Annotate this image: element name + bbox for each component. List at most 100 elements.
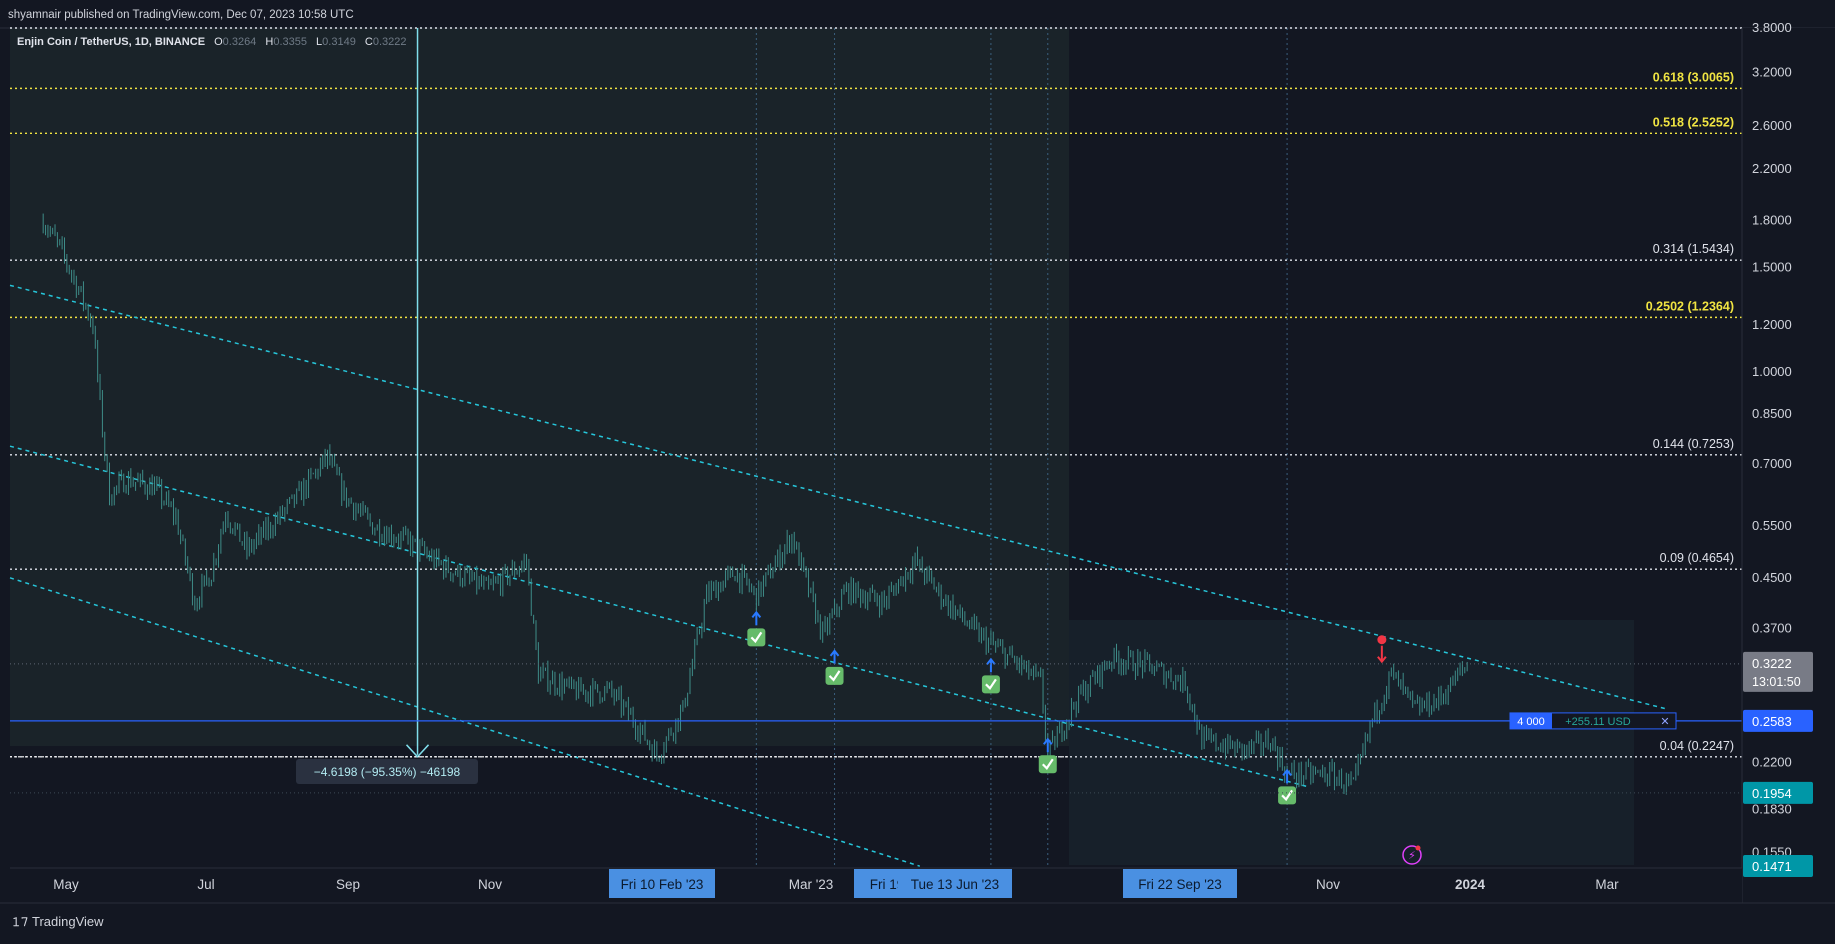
check-mark-tick-icon bbox=[750, 631, 763, 644]
price-tag-value: 0.1471 bbox=[1752, 859, 1792, 874]
sell-arrow-head-icon bbox=[1377, 656, 1387, 664]
x-highlight-label: Fri 22 Sep '23 bbox=[1138, 877, 1222, 892]
fib-level-label: 0.314 (1.5434) bbox=[1653, 242, 1734, 256]
price-tag-value: 0.3222 bbox=[1752, 656, 1792, 671]
x-tick-label: Sep bbox=[336, 877, 360, 892]
measure-label: −4.6198 (−95.35%) −46198 bbox=[314, 765, 461, 779]
price-tag-countdown: 13:01:50 bbox=[1752, 675, 1801, 689]
channel-line-upper[interactable] bbox=[9, 284, 1669, 711]
y-tick-label: 1.5000 bbox=[1752, 260, 1792, 275]
buy-arrow-head-icon bbox=[751, 610, 762, 618]
footer-bar bbox=[0, 903, 1835, 939]
legend-symbol: Enjin Coin / TetherUS, 1D, BINANCE bbox=[17, 36, 205, 48]
x-tick-label: Nov bbox=[478, 877, 502, 892]
tradingview-logo-icon: 𝟷𝟽 bbox=[12, 914, 29, 929]
y-tick-label: 0.7000 bbox=[1752, 456, 1792, 471]
x-highlight-box bbox=[1123, 869, 1237, 898]
fib-levels[interactable]: 0.618 (3.0065) 0.518 (2.5252) 0.314 (1.543… bbox=[10, 27, 1742, 758]
x-tick-label: Mar '23 bbox=[789, 877, 834, 892]
price-tag-value: 0.2583 bbox=[1752, 714, 1792, 729]
symbol-legend[interactable]: Enjin Coin / TetherUS, 1D, BINANCE O0.32… bbox=[17, 36, 407, 48]
measure-arrow-icon bbox=[405, 744, 430, 758]
x-tick-label: Mar bbox=[1595, 877, 1619, 892]
buy-arrow-head-icon bbox=[1042, 737, 1053, 745]
y-tick-label: 0.8500 bbox=[1752, 406, 1792, 421]
x-tick-label: 2024 bbox=[1455, 877, 1486, 892]
check-mark-icon bbox=[747, 628, 766, 647]
price-tag-position bbox=[1743, 709, 1813, 732]
price-tags: 0.3222 13:01:50 0.2583 0.1954 0.1471 bbox=[1743, 651, 1813, 877]
tradingview-logo[interactable]: 𝟷𝟽 TradingView bbox=[12, 914, 104, 929]
measure-tool[interactable]: −4.6198 (−95.35%) −46198 bbox=[10, 28, 1069, 784]
y-tick-label: 0.5500 bbox=[1752, 518, 1792, 533]
price-axis[interactable] bbox=[1742, 28, 1835, 871]
position-pnl: +255.11 USD bbox=[1565, 716, 1631, 728]
shaded-range-3 bbox=[1069, 620, 1634, 865]
channel-line-lower[interactable] bbox=[9, 577, 921, 867]
alert-bolt-icon[interactable]: ⚡ bbox=[1402, 845, 1422, 865]
fib-level-label: 0.2502 (1.2364) bbox=[1646, 299, 1734, 313]
legend-c-value: 0.3222 bbox=[373, 36, 407, 48]
buy-arrow-head-icon bbox=[986, 657, 996, 665]
y-tick-label: 0.2200 bbox=[1752, 754, 1792, 769]
fib-level-label: 0.09 (0.4654) bbox=[1660, 551, 1734, 565]
legend-h-label: H bbox=[265, 36, 273, 48]
fib-level-label: 0.618 (3.0065) bbox=[1653, 70, 1734, 84]
position-qty-box bbox=[1510, 712, 1552, 729]
y-tick-label: 0.4500 bbox=[1752, 570, 1792, 585]
legend-line: Enjin Coin / TetherUS, 1D, BINANCE O0.32… bbox=[17, 36, 407, 48]
fib-level-label: 0.518 (2.5252) bbox=[1653, 115, 1734, 129]
legend-l-value: 0.3149 bbox=[322, 36, 356, 48]
price-tag-last bbox=[1743, 651, 1813, 692]
y-tick-label: 1.2000 bbox=[1752, 317, 1792, 332]
check-mark-icon bbox=[825, 666, 844, 685]
legend-o-value: 0.3264 bbox=[223, 36, 257, 48]
trade-markers bbox=[747, 610, 1387, 805]
y-tick-label: 3.8000 bbox=[1752, 20, 1792, 35]
x-tick-label: Nov bbox=[1316, 877, 1340, 892]
check-mark-tick-icon bbox=[828, 670, 841, 682]
svg-text:⚡: ⚡ bbox=[1408, 850, 1416, 862]
candles bbox=[42, 213, 1468, 795]
y-tick-label: 0.3700 bbox=[1752, 620, 1792, 635]
measure-label-box bbox=[296, 759, 478, 784]
header-bar bbox=[0, 0, 1835, 27]
close-position-icon[interactable]: ✕ bbox=[1660, 716, 1669, 728]
y-tick-label: 1.8000 bbox=[1752, 213, 1792, 228]
x-highlight-label: Fri 19 bbox=[870, 877, 905, 892]
legend-o-label: O bbox=[214, 36, 223, 48]
tradingview-brand: TradingView bbox=[32, 914, 104, 929]
legend-h-value: 0.3355 bbox=[273, 36, 307, 48]
price-tag-cyan bbox=[1743, 855, 1813, 877]
check-mark-tick-icon bbox=[1042, 758, 1054, 770]
legend-c-label: C bbox=[365, 36, 373, 48]
y-tick-label: 3.2000 bbox=[1752, 64, 1792, 79]
price-tag-value: 0.1954 bbox=[1752, 786, 1792, 801]
price-axis-ticks: 3.8000 3.2000 2.6000 2.2000 1.8000 1.5000 1.20… bbox=[1752, 20, 1792, 860]
check-mark-icon bbox=[1278, 786, 1297, 805]
buy-arrow-head-icon bbox=[829, 649, 840, 657]
position-line[interactable]: 4 000 +255.11 USD ✕ bbox=[10, 663, 1742, 794]
x-highlight-box bbox=[898, 869, 1012, 898]
publisher-text: shyamnair published on TradingView.com, … bbox=[8, 9, 354, 21]
legend-l-label: L bbox=[316, 36, 322, 48]
x-highlight-label: Fri 10 Feb '23 bbox=[621, 877, 704, 892]
y-tick-label: 2.6000 bbox=[1752, 118, 1792, 133]
y-tick-label: 2.2000 bbox=[1752, 161, 1792, 176]
shaded-range-1 bbox=[10, 28, 1069, 746]
y-tick-label: 0.1830 bbox=[1752, 802, 1792, 817]
x-tick-label: May bbox=[53, 877, 79, 892]
buy-arrow-head-icon bbox=[1282, 768, 1292, 776]
check-mark-icon bbox=[1038, 755, 1057, 774]
price-tag-cyan bbox=[1743, 781, 1813, 804]
y-tick-label: 1.0000 bbox=[1752, 364, 1792, 379]
trend-channels[interactable] bbox=[9, 284, 1669, 867]
time-axis-highlights: Fri 10 Feb '23 Fri 19 Tue 13 Jun '23 Fri 22… bbox=[609, 869, 1237, 898]
sell-pin-icon bbox=[1377, 635, 1387, 645]
check-mark-icon bbox=[981, 675, 1000, 694]
check-mark-tick-icon bbox=[1281, 789, 1293, 802]
fib-level-label: 0.04 (0.2247) bbox=[1660, 739, 1734, 753]
check-mark-tick-icon bbox=[985, 678, 997, 691]
